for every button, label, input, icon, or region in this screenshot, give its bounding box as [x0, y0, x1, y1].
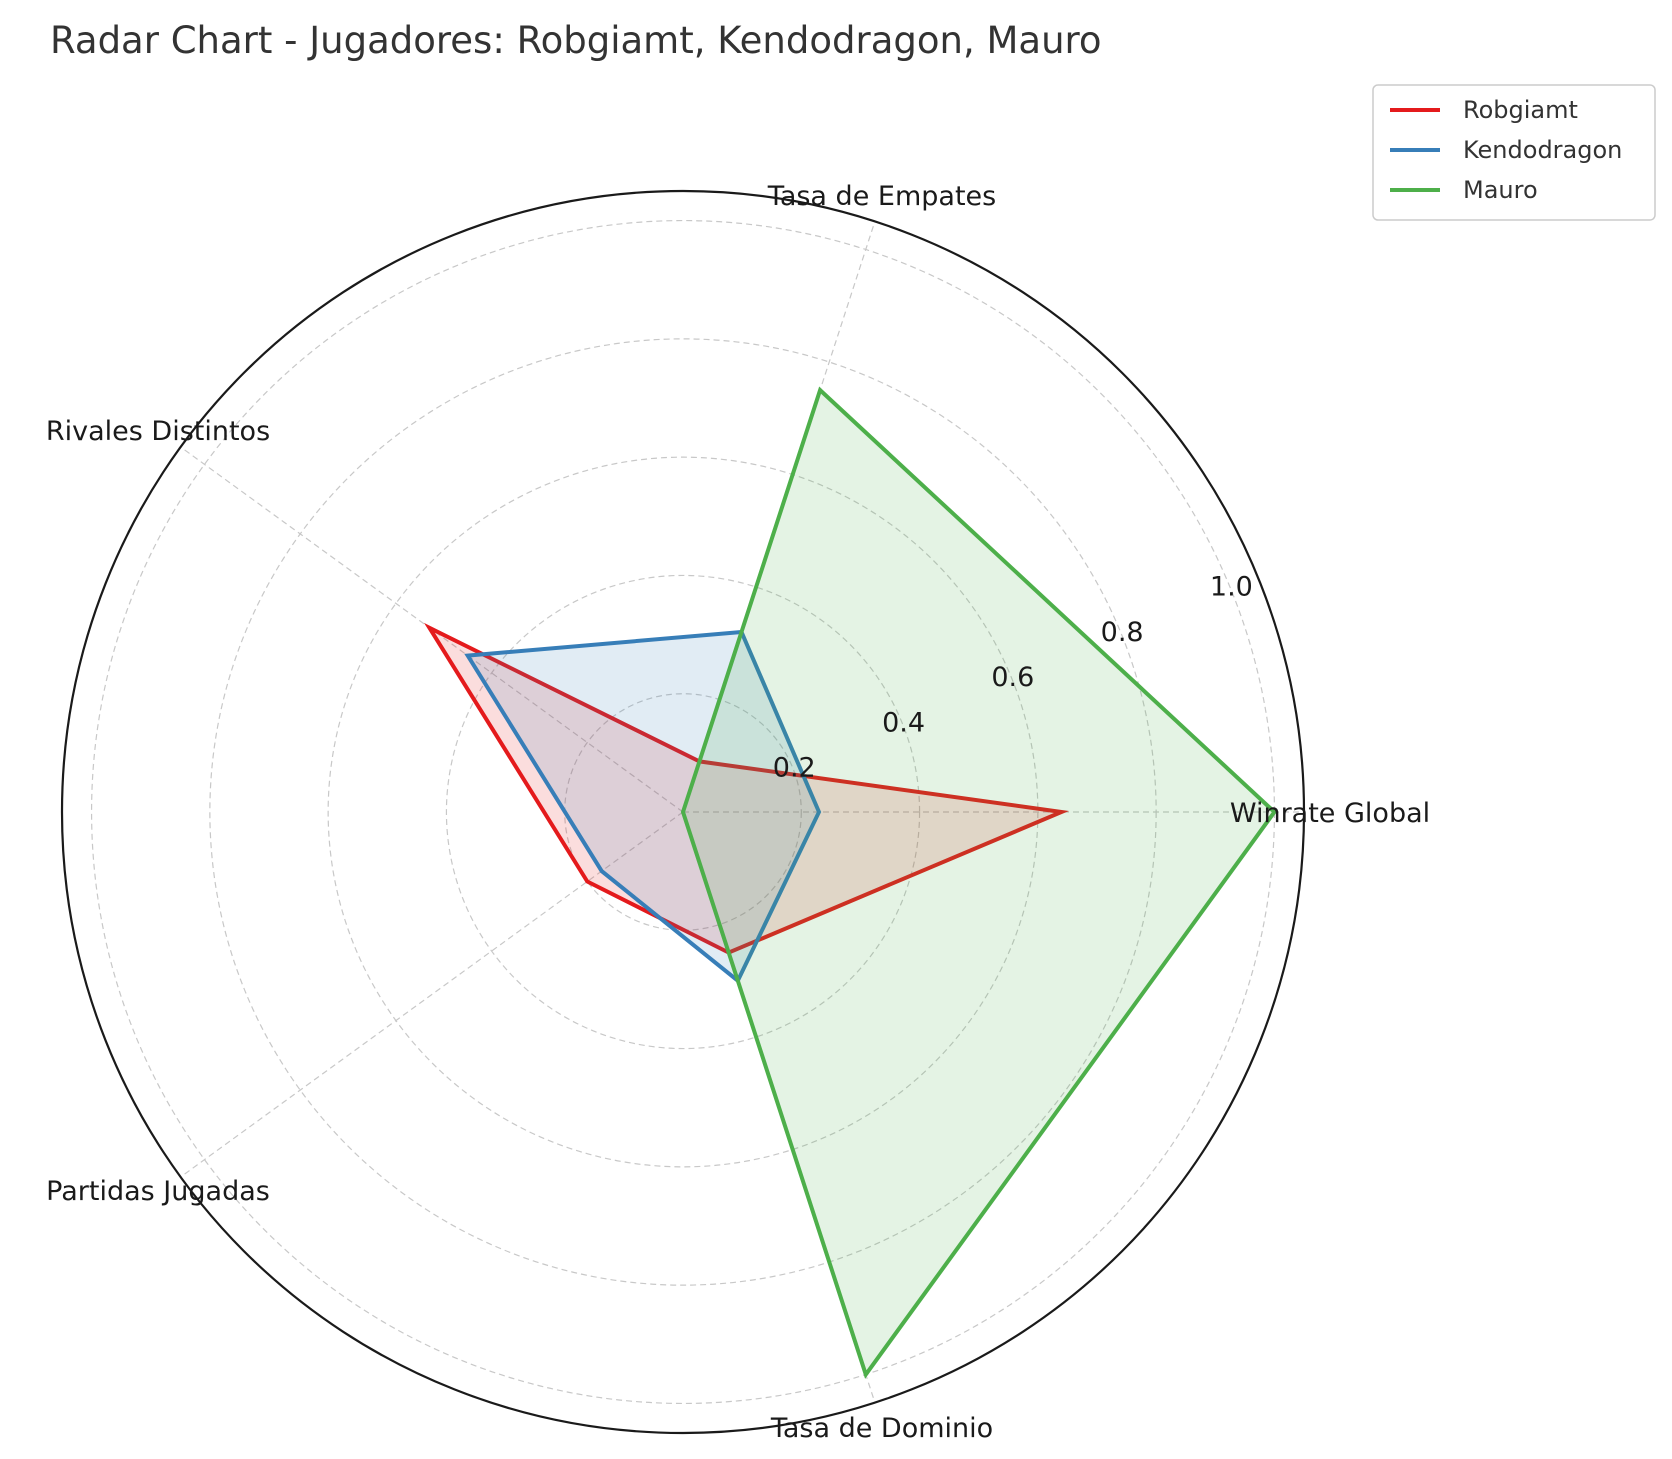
- r-tick-label-1: 0.4: [882, 707, 925, 738]
- legend: Robgiamt Kendodragon Mauro: [1372, 84, 1656, 221]
- r-tick-label-0: 0.2: [773, 753, 816, 784]
- radar-series: [423, 386, 1278, 1379]
- series-fill-mauro: [683, 390, 1275, 1375]
- radar-labels: Winrate Global Tasa de Empates Rivales Dis…: [46, 181, 1430, 1444]
- polar-frame: [60, 189, 1306, 1435]
- r-tick-label-2: 0.6: [991, 662, 1034, 693]
- series-line-robgiamt: [423, 622, 1069, 955]
- legend-label-mauro: Mauro: [1463, 176, 1538, 204]
- series-fill-robgiamt: [429, 627, 1062, 953]
- series-line-mauro: [680, 386, 1278, 1379]
- axis-label-2: Rivales Distintos: [46, 416, 270, 447]
- axis-label-0: Winrate Global: [1230, 798, 1430, 829]
- legend-frame: [1372, 84, 1656, 221]
- axis-label-3: Partidas Jugadas: [46, 1176, 270, 1207]
- chart-title: Radar Chart - Jugadores: Robgiamt, Kendo…: [50, 19, 1102, 62]
- r-tick-label-3: 0.8: [1101, 617, 1144, 648]
- r-tick-label-4: 1.0: [1210, 572, 1253, 603]
- legend-label-robgiamt: Robgiamt: [1463, 96, 1578, 124]
- axis-label-1: Tasa de Empates: [767, 181, 996, 212]
- series-fill-kendodragon: [467, 632, 819, 981]
- axis-label-4: Tasa de Dominio: [770, 1413, 993, 1444]
- series-line-kendodragon: [464, 629, 822, 984]
- legend-label-kendodragon: Kendodragon: [1463, 136, 1622, 164]
- axis-spoke-3: [180, 811, 684, 1178]
- grid-circle-1: [445, 574, 921, 1050]
